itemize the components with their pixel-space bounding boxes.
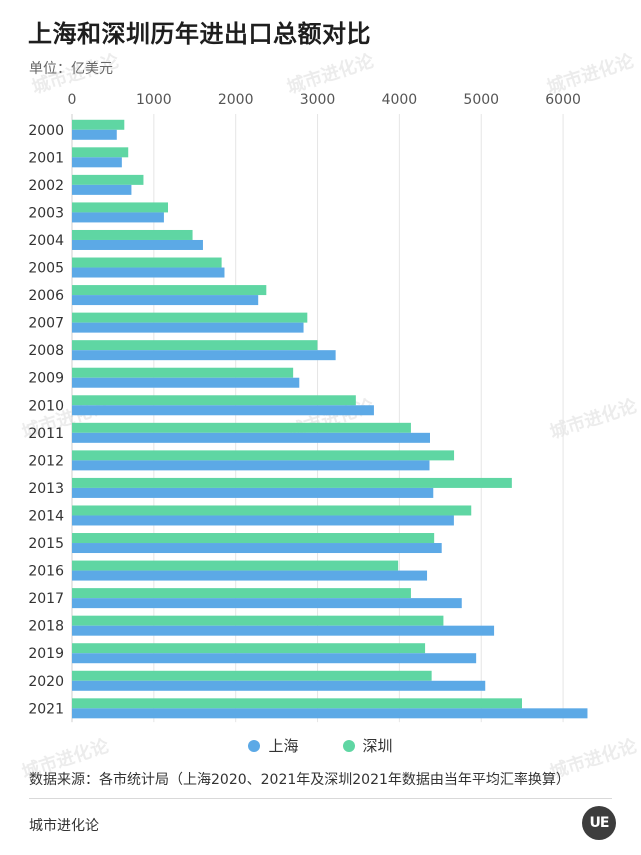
chart-title: 上海和深圳历年进出口总额对比 — [28, 20, 371, 48]
bar-shenzhen — [72, 698, 522, 709]
legend-dot-shenzhen — [342, 739, 355, 752]
legend-dot-shanghai — [248, 739, 261, 752]
bar-shanghai — [72, 157, 122, 168]
x-tick-label: 3000 — [300, 92, 336, 108]
bar-shanghai — [72, 598, 462, 609]
bar-shenzhen — [72, 588, 411, 599]
x-tick-label: 1000 — [136, 92, 172, 108]
bar-shenzhen — [72, 395, 356, 406]
bar-chart: 0 1000 2000 3000 4000 5000 6000 2000 2001 2002 200… — [28, 92, 588, 723]
bar-shenzhen — [72, 202, 169, 213]
bar-shanghai — [72, 487, 434, 498]
bar-shanghai — [72, 295, 259, 306]
bar-shenzhen — [72, 505, 472, 516]
bar-shenzhen — [72, 422, 411, 433]
x-tick-label: 6000 — [545, 92, 581, 108]
bar-shenzhen — [72, 367, 294, 378]
bar-shanghai — [72, 515, 454, 526]
bar-shanghai — [72, 570, 428, 581]
data-source-note: 数据来源：各市统计局（上海2020、2021年及深圳2021年数据由当年平均汇率… — [29, 772, 570, 788]
x-tick-label: 5000 — [463, 92, 499, 108]
y-tick-label: 2013 — [28, 481, 64, 497]
x-tick-label: 0 — [68, 92, 77, 108]
bar-shenzhen — [72, 450, 455, 461]
legend-item-shenzhen[interactable]: 深圳 — [342, 735, 393, 756]
bar-shanghai — [72, 129, 117, 140]
legend-label-shanghai: 上海 — [268, 737, 299, 755]
unit-label: 单位：亿美元 — [29, 61, 113, 77]
bar-shanghai — [72, 625, 495, 636]
bar-shenzhen — [72, 643, 426, 654]
bar-shenzhen — [72, 119, 125, 130]
bar-shanghai — [72, 432, 430, 443]
y-tick-label: 2021 — [28, 701, 64, 717]
legend-item-shanghai[interactable]: 上海 — [248, 735, 299, 756]
bar-shenzhen — [72, 477, 512, 488]
bar-shanghai — [72, 322, 304, 333]
y-tick-label: 2002 — [28, 178, 64, 194]
bar-shanghai — [72, 212, 164, 223]
bar-shanghai — [72, 405, 374, 416]
bar-shenzhen — [72, 560, 399, 571]
y-tick-label: 2001 — [28, 150, 64, 166]
bar-shenzhen — [72, 312, 308, 323]
bar-shenzhen — [72, 533, 435, 544]
y-tick-label: 2011 — [28, 426, 64, 442]
y-tick-label: 2004 — [28, 233, 64, 249]
bar-shenzhen — [72, 285, 267, 296]
bar-shanghai — [72, 377, 300, 388]
y-tick-label: 2014 — [28, 508, 64, 524]
bar-shenzhen — [72, 257, 222, 268]
y-tick-label: 2006 — [28, 288, 64, 304]
bar-shenzhen — [72, 615, 444, 626]
brand-logo: UE — [582, 806, 616, 840]
bar-shanghai — [72, 184, 132, 195]
x-tick-label: 4000 — [382, 92, 418, 108]
bar-shanghai — [72, 708, 588, 719]
y-tick-label: 2003 — [28, 205, 64, 221]
legend: 上海 深圳 — [0, 735, 641, 756]
bar-shenzhen — [72, 229, 193, 240]
bar-shanghai — [72, 239, 203, 250]
y-tick-label: 2018 — [28, 619, 64, 635]
bar-shanghai — [72, 543, 442, 554]
legend-label-shenzhen: 深圳 — [362, 737, 393, 755]
bar-shenzhen — [72, 670, 432, 681]
y-tick-label: 2010 — [28, 398, 64, 414]
y-tick-label: 2017 — [28, 591, 64, 607]
bar-shanghai — [72, 267, 225, 278]
y-tick-label: 2020 — [28, 674, 64, 690]
y-tick-label: 2008 — [28, 343, 64, 359]
bar-shenzhen — [72, 174, 144, 185]
y-tick-label: 2015 — [28, 536, 64, 552]
y-tick-label: 2009 — [28, 371, 64, 387]
footer-divider — [29, 798, 612, 799]
bar-shanghai — [72, 653, 477, 664]
bar-shenzhen — [72, 340, 318, 351]
x-tick-label: 2000 — [218, 92, 254, 108]
y-tick-label: 2007 — [28, 316, 64, 332]
y-tick-label: 2000 — [28, 123, 64, 139]
bar-shenzhen — [72, 147, 129, 158]
y-tick-label: 2012 — [28, 453, 64, 469]
y-tick-label: 2016 — [28, 564, 64, 580]
y-tick-label: 2019 — [28, 646, 64, 662]
brand-name: 城市进化论 — [29, 818, 99, 834]
bar-shanghai — [72, 460, 430, 471]
y-tick-label: 2005 — [28, 261, 64, 277]
bar-shanghai — [72, 350, 336, 361]
bar-shanghai — [72, 680, 486, 691]
